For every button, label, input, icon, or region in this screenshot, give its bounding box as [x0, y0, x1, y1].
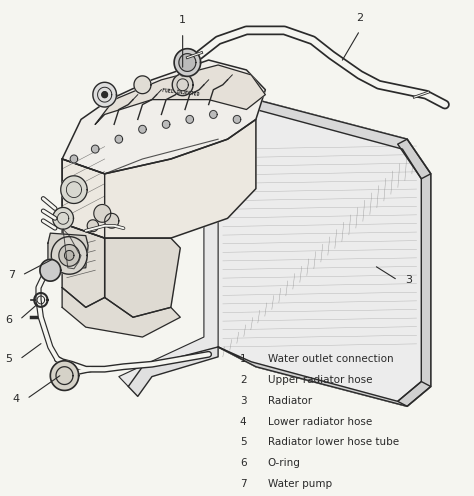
Text: 5: 5	[240, 437, 246, 447]
Polygon shape	[162, 121, 170, 128]
Polygon shape	[218, 347, 431, 406]
Polygon shape	[59, 245, 80, 266]
Text: 5: 5	[6, 354, 12, 364]
Polygon shape	[91, 145, 99, 153]
Text: Lower radiator hose: Lower radiator hose	[268, 417, 372, 427]
Text: 1: 1	[240, 354, 246, 365]
Polygon shape	[62, 223, 105, 308]
Text: 7: 7	[240, 479, 246, 489]
Polygon shape	[93, 82, 117, 107]
Polygon shape	[50, 361, 79, 390]
Polygon shape	[62, 120, 256, 238]
Polygon shape	[119, 134, 218, 386]
Polygon shape	[398, 139, 431, 406]
Text: Water outlet connection: Water outlet connection	[268, 354, 393, 365]
Polygon shape	[210, 111, 217, 119]
Text: 6: 6	[6, 315, 12, 325]
Text: O-ring: O-ring	[268, 458, 301, 468]
Text: 2: 2	[240, 375, 246, 385]
Text: 6: 6	[240, 458, 246, 468]
Polygon shape	[128, 347, 218, 396]
Text: 3: 3	[240, 396, 246, 406]
Text: 3: 3	[405, 275, 412, 285]
Polygon shape	[62, 60, 265, 174]
Polygon shape	[139, 125, 146, 133]
Text: 4: 4	[12, 394, 19, 404]
Polygon shape	[233, 116, 241, 124]
Polygon shape	[53, 207, 73, 229]
Polygon shape	[174, 49, 201, 76]
Polygon shape	[105, 238, 180, 317]
Text: Upper radiator hose: Upper radiator hose	[268, 375, 372, 385]
Text: 2: 2	[356, 13, 364, 23]
Polygon shape	[218, 100, 431, 406]
Polygon shape	[62, 159, 105, 238]
Text: Water pump: Water pump	[268, 479, 332, 489]
Polygon shape	[172, 74, 193, 96]
Polygon shape	[87, 220, 99, 232]
Polygon shape	[70, 155, 78, 163]
Text: Radiator lower hose tube: Radiator lower hose tube	[268, 437, 399, 447]
Text: Radiator: Radiator	[268, 396, 312, 406]
Polygon shape	[186, 116, 193, 124]
Polygon shape	[218, 100, 431, 179]
Polygon shape	[102, 92, 108, 98]
Polygon shape	[61, 176, 87, 203]
Polygon shape	[40, 259, 61, 281]
Text: 1: 1	[179, 15, 186, 25]
Polygon shape	[48, 233, 88, 270]
Polygon shape	[115, 135, 123, 143]
Polygon shape	[62, 288, 180, 337]
Polygon shape	[134, 76, 151, 94]
Polygon shape	[51, 237, 87, 274]
Polygon shape	[95, 65, 265, 124]
Text: 4: 4	[240, 417, 246, 427]
Polygon shape	[179, 54, 196, 71]
Text: 7: 7	[8, 270, 15, 280]
Polygon shape	[94, 204, 111, 222]
Polygon shape	[105, 213, 119, 228]
Polygon shape	[64, 250, 74, 260]
Text: FUEL INJECTED: FUEL INJECTED	[162, 88, 199, 97]
